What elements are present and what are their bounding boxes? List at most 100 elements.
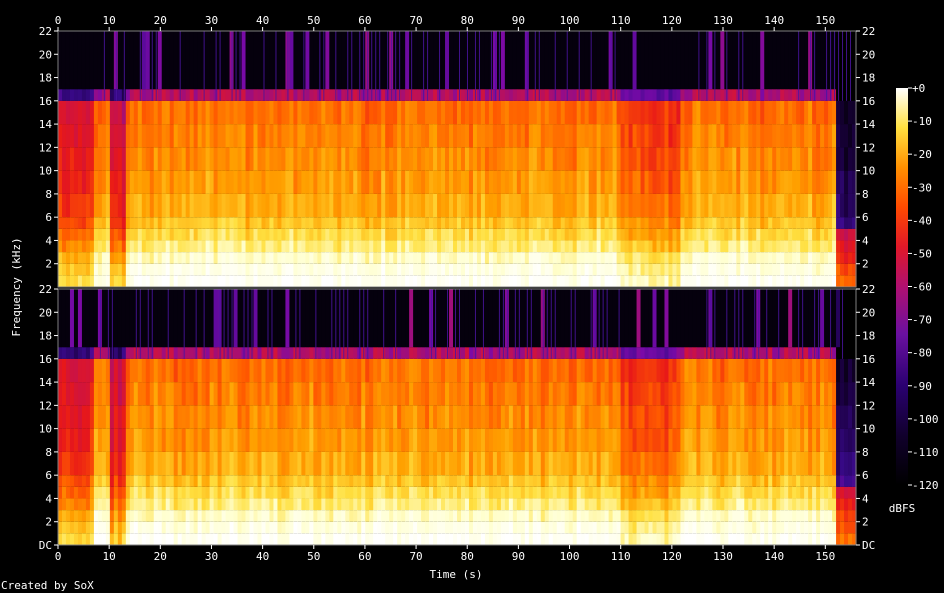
spectrogram-cell <box>117 289 123 348</box>
spectrogram-cell <box>496 510 502 522</box>
spectrogram-cell <box>460 170 466 194</box>
spectrogram-cell <box>261 170 267 194</box>
spectrogram-cell <box>464 428 470 452</box>
spectrogram-cell <box>389 475 394 487</box>
spectrogram-cell <box>161 289 167 348</box>
spectrogram-cell <box>397 252 402 264</box>
spectrogram-cell <box>828 170 833 194</box>
spectrogram-cell <box>648 124 654 148</box>
spectrogram-cell <box>560 228 566 241</box>
spectrogram-cell <box>369 521 374 534</box>
spectrogram-cell <box>345 147 350 171</box>
spectrogram-cell <box>776 263 781 276</box>
spectrogram-cell <box>560 486 566 499</box>
spectrogram-cell <box>480 428 486 452</box>
spectrogram-cell <box>325 347 330 359</box>
transient-streak <box>139 31 141 101</box>
spectrogram-cell <box>77 289 83 348</box>
spectrogram-cell <box>381 170 386 194</box>
spectrogram-cell <box>281 240 287 253</box>
spectrogram-cell <box>161 240 167 253</box>
spectrogram-cell <box>496 263 502 276</box>
spectrogram-cell <box>237 263 243 276</box>
spectrogram-cell <box>85 217 91 229</box>
spectrogram-cell <box>109 228 115 241</box>
spectrogram-cell <box>584 147 590 171</box>
spectrogram-cell <box>341 382 346 406</box>
spectrogram-cell <box>596 428 602 452</box>
spectrogram-cell <box>576 358 582 383</box>
spectrogram-cell <box>457 193 462 218</box>
spectrogram-cell <box>584 358 590 383</box>
spectrogram-cell <box>524 252 530 264</box>
spectrogram-cell <box>89 382 95 406</box>
spectrogram-cell <box>189 405 195 429</box>
spectrogram-column <box>313 31 318 287</box>
spectrogram-cell <box>185 428 191 452</box>
spectrogram-cell <box>257 240 263 253</box>
spectrogram-cell <box>704 100 709 125</box>
spectrogram-cell <box>341 358 346 383</box>
spectrogram-cell <box>329 428 334 452</box>
spectrogram-cell <box>333 475 338 487</box>
spectrogram-cell <box>117 533 123 545</box>
spectrogram-cell <box>504 170 510 194</box>
spectrogram-cell <box>680 100 686 125</box>
spectrogram-cell <box>512 124 518 148</box>
spectrogram-column <box>265 289 271 545</box>
spectrogram-cell <box>425 521 430 534</box>
spectrogram-cell <box>624 252 630 264</box>
spectrogram-cell <box>65 405 71 429</box>
spectrogram-cell <box>640 124 646 148</box>
spectrogram-cell <box>548 147 554 171</box>
spectrogram-cell <box>297 451 302 476</box>
spectrogram-cell <box>572 31 578 90</box>
spectrogram-cell <box>257 89 263 101</box>
spectrogram-cell <box>776 217 781 229</box>
spectrogram-cell <box>181 31 187 90</box>
spectrogram-cell <box>588 147 594 171</box>
spectrogram-column <box>265 31 271 287</box>
spectrogram-cell <box>173 451 179 476</box>
spectrogram-cell <box>405 428 410 452</box>
spectrogram-cell <box>249 451 255 476</box>
spectrogram-cell <box>149 193 155 218</box>
spectrogram-cell <box>688 275 694 287</box>
spectrogram-cell <box>193 263 199 276</box>
spectrogram-cell <box>197 405 203 429</box>
spectrogram-cell <box>149 451 155 476</box>
spectrogram-cell <box>253 428 259 452</box>
spectrogram-cell <box>824 228 829 241</box>
spectrogram-cell <box>293 147 298 171</box>
spectrogram-cell <box>632 382 638 406</box>
spectrogram-cell <box>421 275 426 287</box>
spectrogram-cell <box>664 263 670 276</box>
spectrogram-cell <box>305 382 310 406</box>
spectrogram-cell <box>373 170 378 194</box>
spectrogram-cell <box>401 521 406 534</box>
spectrogram-cell <box>157 498 163 511</box>
spectrogram-cell <box>512 533 518 545</box>
spectrogram-cell <box>608 193 614 218</box>
spectrogram-cell <box>457 533 462 545</box>
spectrogram-cell <box>612 275 618 287</box>
spectrogram-cell <box>852 275 857 287</box>
spectrogram-cell <box>205 124 211 148</box>
spectrogram-cell <box>165 240 171 253</box>
spectrogram-cell <box>281 486 287 499</box>
spectrogram-cell <box>600 31 606 90</box>
spectrogram-column <box>305 289 310 545</box>
transient-streak <box>219 31 221 101</box>
spectrogram-cell <box>644 510 650 522</box>
spectrogram-cell <box>457 521 462 534</box>
spectrogram-cell <box>345 498 350 511</box>
spectrogram-column <box>165 31 171 287</box>
spectrogram-cell <box>672 100 678 125</box>
spectrogram-cell <box>189 510 195 522</box>
spectrogram-cell <box>329 263 334 276</box>
spectrogram-column <box>189 31 195 287</box>
spectrogram-cell <box>592 521 598 534</box>
spectrogram-cell <box>668 252 674 264</box>
spectrogram-cell <box>113 124 119 148</box>
spectrogram-cell <box>217 252 223 264</box>
